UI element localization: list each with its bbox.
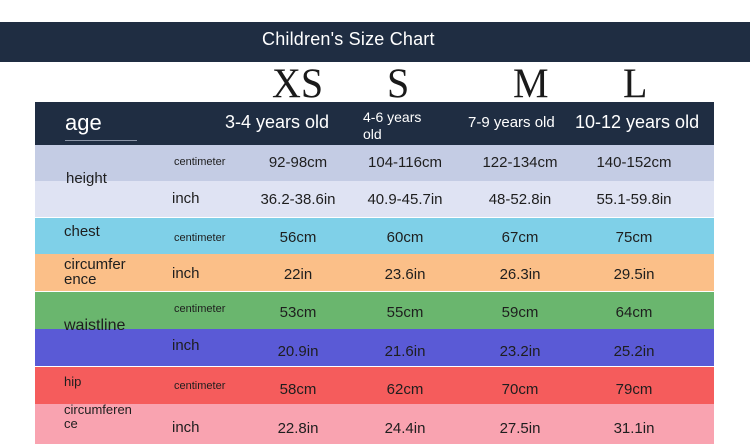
value-cell: 67cm <box>501 229 539 246</box>
value-cell: 20.9in <box>277 343 319 360</box>
height-in-band <box>35 181 714 217</box>
age-xs: 3-4 years old <box>225 112 330 132</box>
category-hip-line1: hip <box>64 374 82 389</box>
size-xs-label: XS <box>272 59 324 108</box>
value-cell: 48-52.8in <box>488 191 552 208</box>
value-cell: 60cm <box>386 229 424 246</box>
age-label: age <box>65 110 102 135</box>
value-cell: 24.4in <box>384 420 426 437</box>
unit-hip-cm: centimeter <box>174 380 226 392</box>
value-cell: 27.5in <box>499 420 541 437</box>
value-cell: 22.8in <box>277 420 319 437</box>
chest-cm-band <box>35 218 714 254</box>
size-s-label: S <box>387 59 410 108</box>
chest-in-band <box>35 254 714 291</box>
age-header-row: age 3-4 years old 4-6 years old 7-9 year… <box>35 102 714 145</box>
value-cell: 92-98cm <box>268 154 328 171</box>
page-title: Children's Size Chart <box>262 29 435 49</box>
value-cell: 75cm <box>615 229 653 246</box>
value-cell: 64cm <box>615 304 653 321</box>
category-hip-line3: ce <box>64 416 78 431</box>
value-cell: 56cm <box>279 229 317 246</box>
unit-waist-in: inch <box>172 337 200 354</box>
unit-chest-cm: centimeter <box>174 232 226 244</box>
value-cell: 21.6in <box>384 343 426 360</box>
age-l: 10-12 years old <box>575 112 700 132</box>
waist-in-band <box>35 329 714 366</box>
value-cell: 25.2in <box>613 343 655 360</box>
value-cell: 59cm <box>501 304 539 321</box>
value-cell: 53cm <box>279 304 317 321</box>
age-underline <box>65 140 137 141</box>
value-cell: 36.2-38.6in <box>260 191 336 208</box>
size-m-label: M <box>513 59 549 108</box>
category-chest-line3: ence <box>64 271 97 288</box>
value-cell: 29.5in <box>613 266 655 283</box>
value-cell: 23.2in <box>499 343 541 360</box>
value-cell: 79cm <box>615 381 653 398</box>
value-cell: 23.6in <box>384 266 426 283</box>
category-waistline: waistline <box>64 317 126 334</box>
unit-height-cm: centimeter <box>174 156 226 168</box>
size-l-label: L <box>623 59 648 108</box>
category-chest-line1: chest <box>64 223 100 240</box>
value-cell: 55.1-59.8in <box>596 191 672 208</box>
value-cell: 140-152cm <box>596 154 672 171</box>
title-bar: Children's Size Chart <box>0 22 750 62</box>
unit-hip-in: inch <box>172 419 200 436</box>
age-s-line1: 4-6 years <box>363 109 422 125</box>
waist-cm-band <box>35 292 714 329</box>
age-m: 7-9 years old <box>468 114 555 131</box>
age-s-line2: old <box>363 126 382 142</box>
value-cell: 122-134cm <box>482 154 558 171</box>
value-cell: 104-116cm <box>368 154 442 171</box>
category-height: height <box>66 170 107 187</box>
value-cell: 55cm <box>386 304 424 321</box>
value-cell: 62cm <box>386 381 424 398</box>
hip-in-band <box>35 404 714 444</box>
unit-chest-in: inch <box>172 265 200 282</box>
hip-cm-band <box>35 367 714 404</box>
category-chest-line2: circumfer <box>64 256 126 273</box>
unit-waist-cm: centimeter <box>174 303 226 315</box>
unit-height-in: inch <box>172 190 200 207</box>
value-cell: 26.3in <box>499 266 541 283</box>
value-cell: 31.1in <box>613 420 655 437</box>
value-cell: 58cm <box>279 381 317 398</box>
value-cell: 22in <box>283 266 313 283</box>
category-hip-line2: circumferen <box>64 402 132 417</box>
value-cell: 70cm <box>501 381 539 398</box>
value-cell: 40.9-45.7in <box>367 191 443 208</box>
height-cm-band <box>35 145 714 181</box>
